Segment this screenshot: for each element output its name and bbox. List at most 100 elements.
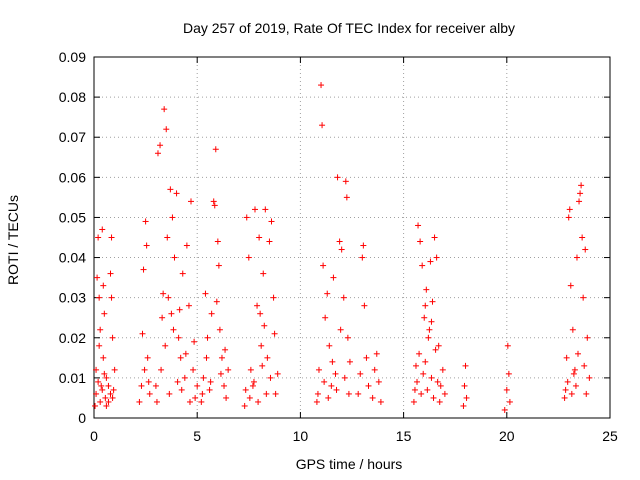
data-point [321, 378, 328, 385]
data-point [586, 374, 593, 381]
data-point [256, 234, 263, 241]
data-point [160, 290, 167, 297]
data-point [274, 370, 281, 377]
data-point [505, 370, 512, 377]
data-point [262, 206, 269, 213]
data-point [315, 366, 322, 373]
x-tick-label: 20 [499, 428, 515, 444]
data-point [223, 394, 230, 401]
data-point [188, 198, 195, 205]
data-point [568, 390, 575, 397]
plot-frame [93, 56, 611, 419]
tick-labels: 0 0.01 0.02 0.03 0.04 0.05 0.06 0.07 0.08 0.09 0 5 1… [59, 49, 618, 444]
data-point [136, 398, 143, 405]
data-point [463, 394, 470, 401]
data-point [97, 398, 104, 405]
data-point [427, 258, 434, 265]
data-point [250, 378, 257, 385]
y-axis-label: ROTI / TECUs [5, 195, 21, 285]
data-point [139, 330, 146, 337]
data-point [318, 82, 325, 89]
data-point [95, 234, 102, 241]
data-point [111, 366, 118, 373]
data-point [428, 318, 435, 325]
data-point [426, 326, 433, 333]
data-point [421, 314, 428, 321]
data-point [140, 266, 147, 273]
data-point [95, 378, 102, 385]
data-point [143, 242, 150, 249]
data-point [410, 398, 417, 405]
data-point [154, 150, 161, 157]
data-point [183, 242, 190, 249]
data-point [216, 326, 223, 333]
data-point [245, 254, 252, 261]
data-point [204, 334, 211, 341]
data-point [340, 294, 347, 301]
data-point [437, 382, 444, 389]
data-point [251, 206, 258, 213]
data-point [158, 366, 165, 373]
y-tick-label: 0.07 [59, 129, 86, 145]
data-point [261, 322, 268, 329]
data-point [433, 254, 440, 261]
data-point [420, 370, 427, 377]
data-point [246, 394, 253, 401]
data-point [562, 386, 569, 393]
data-point [93, 390, 100, 397]
data-point [203, 354, 210, 361]
data-point [430, 394, 437, 401]
data-points [92, 82, 593, 413]
data-point [462, 362, 469, 369]
data-point [359, 254, 366, 261]
chart-title: Day 257 of 2019, Rate Of TEC Index for r… [183, 20, 515, 36]
data-point [159, 314, 166, 321]
data-point [332, 370, 339, 377]
data-point [422, 358, 429, 365]
data-point [320, 262, 327, 269]
data-point [416, 350, 423, 357]
x-tick-label: 15 [396, 428, 412, 444]
data-point [423, 286, 430, 293]
y-tick-label: 0 [78, 410, 86, 426]
data-point [102, 394, 109, 401]
data-point [153, 398, 160, 405]
data-point [254, 302, 261, 309]
data-point [98, 382, 105, 389]
data-point [341, 374, 348, 381]
data-point [566, 206, 573, 213]
data-point [328, 382, 335, 389]
x-tick-label: 25 [602, 428, 618, 444]
data-point [330, 274, 337, 281]
data-point [576, 198, 583, 205]
data-point [177, 354, 184, 361]
data-point [101, 310, 108, 317]
data-point [107, 390, 114, 397]
data-point [242, 386, 249, 393]
data-point [569, 326, 576, 333]
data-point [101, 370, 108, 377]
data-point [138, 382, 145, 389]
data-point [565, 214, 572, 221]
data-point [105, 398, 112, 405]
data-point [214, 238, 221, 245]
data-point [342, 178, 349, 185]
x-tick-label: 0 [90, 428, 98, 444]
data-point [418, 390, 425, 397]
data-point [343, 194, 350, 201]
data-point [259, 362, 266, 369]
data-point [439, 366, 446, 373]
data-point [506, 398, 513, 405]
data-point [325, 394, 332, 401]
data-point [249, 382, 256, 389]
data-point [441, 390, 448, 397]
data-point [93, 366, 100, 373]
data-point [369, 394, 376, 401]
data-point [162, 342, 169, 349]
data-point [186, 398, 193, 405]
data-point [322, 314, 329, 321]
data-point [422, 302, 429, 309]
data-point [157, 142, 164, 149]
y-tick-label: 0.05 [59, 209, 86, 225]
data-point [194, 382, 201, 389]
